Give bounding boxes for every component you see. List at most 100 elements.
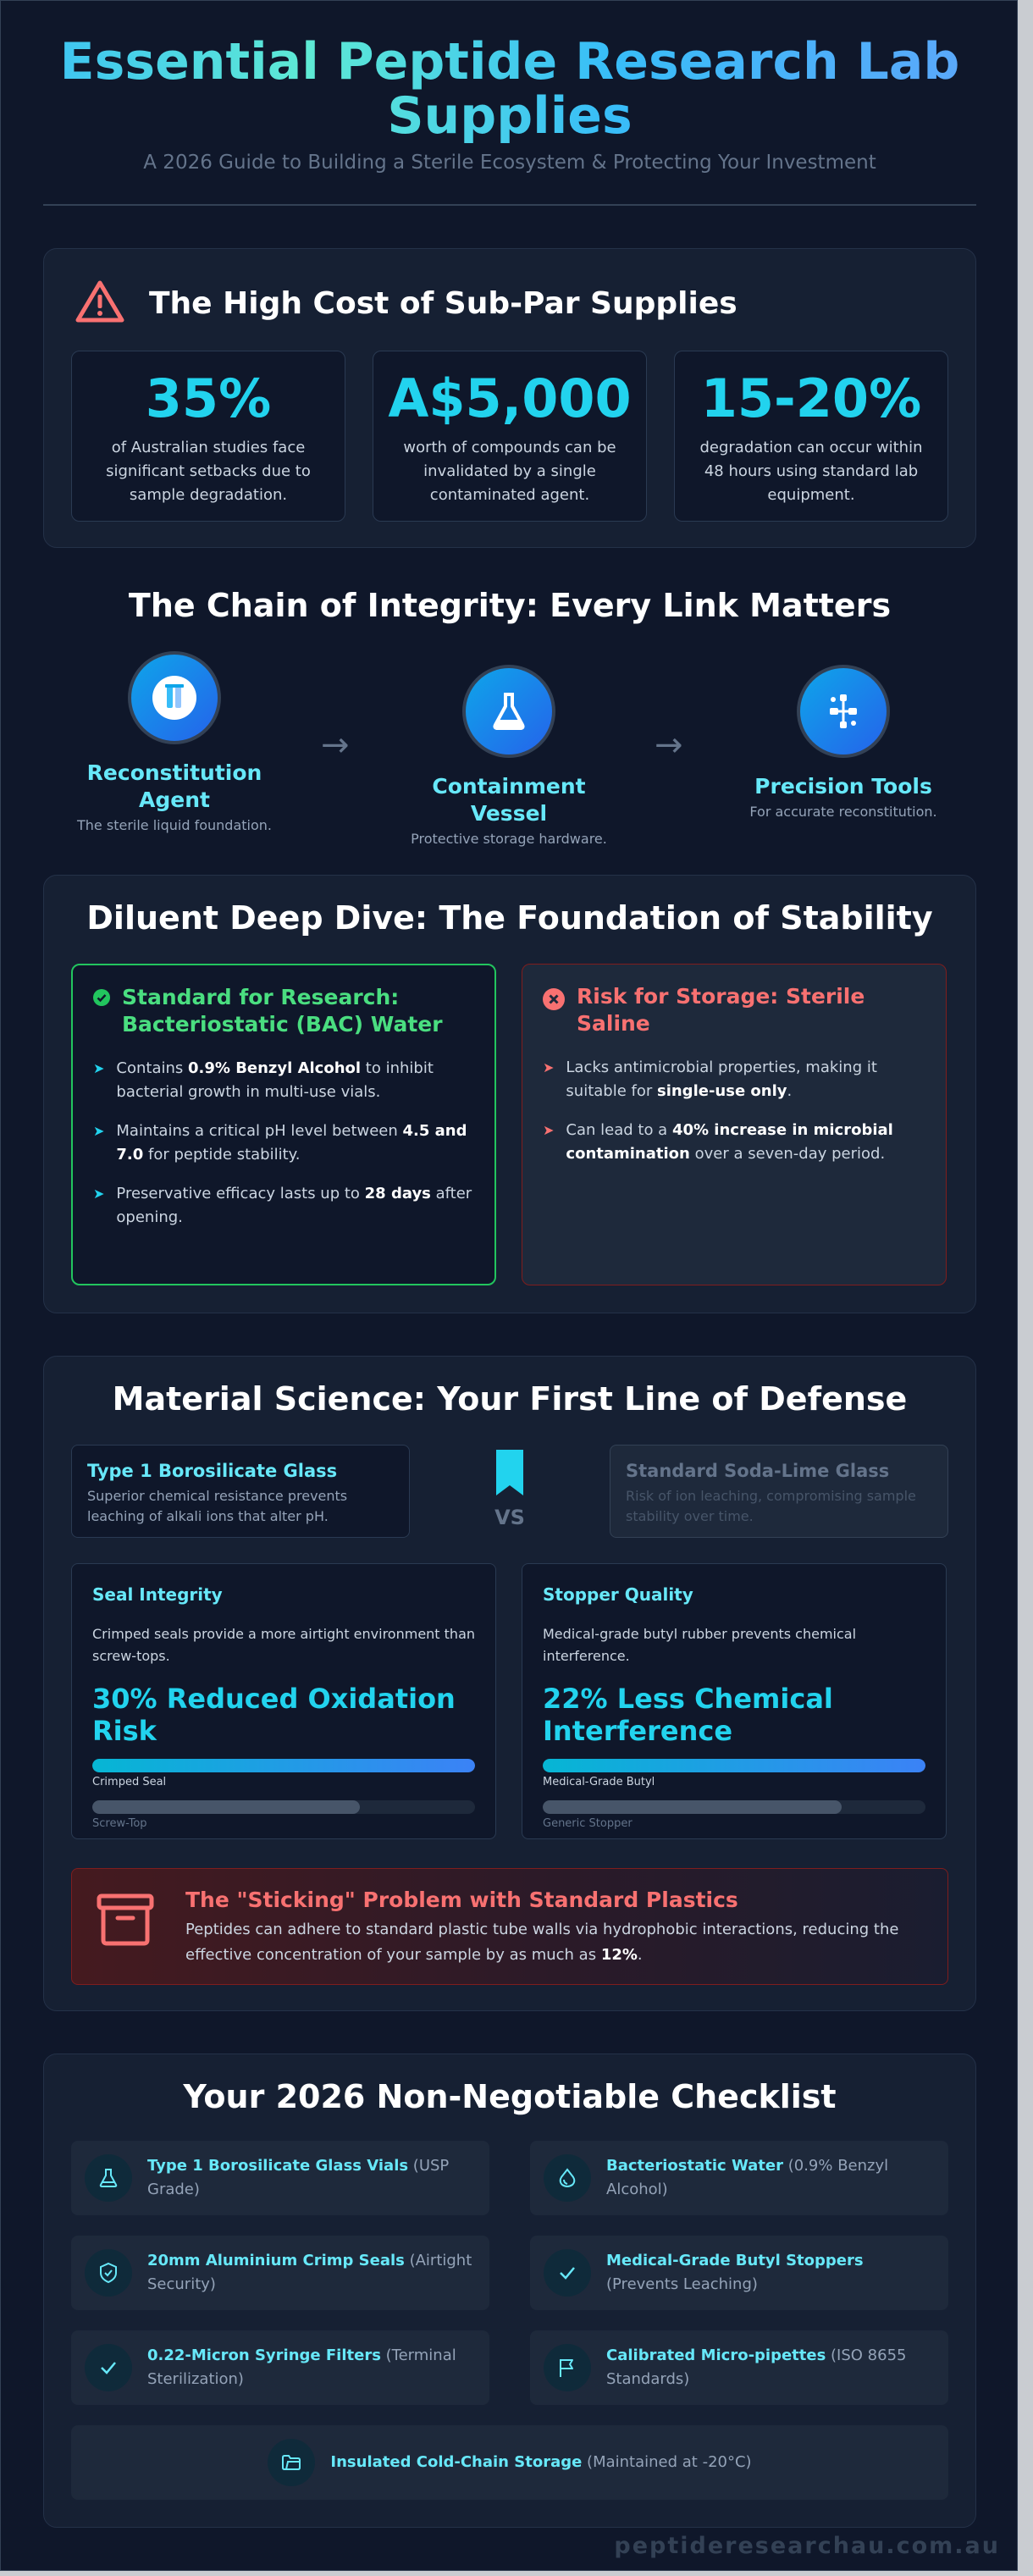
folder-icon	[268, 2439, 316, 2486]
checklist-item: 0.22-Micron Syringe Filters (Terminal St…	[71, 2330, 489, 2405]
stat-description: of Australian studies face significant s…	[106, 439, 311, 504]
sticking-title: The "Sticking" Problem with Standard Pla…	[185, 1888, 738, 1912]
cost-section: The High Cost of Sub-Par Supplies 35% of…	[43, 248, 976, 548]
flag-icon	[544, 2344, 591, 2391]
material-section: Material Science: Your First Line of Def…	[43, 1356, 976, 2011]
versus-label: VS	[494, 1506, 525, 1529]
chain-node-label: Containment Vessel	[432, 774, 586, 826]
chain-node-label: Precision Tools	[754, 774, 932, 799]
bac-water-panel: Standard for Research: Bacteriostatic (B…	[71, 964, 496, 1285]
diluent-section: Diluent Deep Dive: The Foundation of Sta…	[43, 875, 976, 1313]
stat-value: 15-20%	[700, 368, 922, 429]
stat-description: degradation can occur within 48 hours us…	[699, 439, 923, 504]
bar-label: Medical-Grade Butyl	[543, 1776, 655, 1788]
checklist-item: Medical-Grade Butyl Stoppers (Prevents L…	[530, 2236, 948, 2310]
flask-icon	[462, 665, 555, 758]
list-item: ➤ Lacks antimicrobial properties, making …	[543, 1056, 925, 1103]
glass-description: Risk of ion leaching, compromising sampl…	[626, 1488, 916, 1524]
glass-title: Type 1 Borosilicate Glass	[87, 1461, 338, 1481]
checklist-item: Calibrated Micro-pipettes (ISO 8655 Stan…	[530, 2330, 948, 2405]
checklist-title: Your 2026 Non-Negotiable Checklist	[183, 2078, 837, 2115]
bookmark-icon	[484, 1450, 535, 1501]
stat-card: 15-20% degradation can occur within 48 h…	[674, 351, 948, 522]
glass-description: Superior chemical resistance prevents le…	[87, 1488, 348, 1524]
stat-value: 35%	[145, 368, 272, 429]
sticking-text: Peptides can adhere to standard plastic …	[185, 1921, 899, 1964]
list-item: ➤ Can lead to a 40% increase in microbial…	[543, 1119, 925, 1166]
chain-node-reconstitution: Reconstitution Agent The sterile liquid …	[60, 651, 289, 833]
panel-description: Crimped seals provide a more airtight en…	[92, 1626, 476, 1664]
header-divider	[43, 204, 976, 206]
x-circle-icon	[543, 988, 565, 1014]
stat-description: worth of compounds can be invalidated by…	[403, 439, 616, 504]
arrow-bullet-icon: ➤	[543, 1122, 555, 1138]
bar-fill	[543, 1800, 842, 1814]
arrow-bullet-icon: ➤	[93, 1186, 105, 1202]
sticking-problem-callout: The "Sticking" Problem with Standard Pla…	[71, 1868, 948, 1985]
checklist-section: Your 2026 Non-Negotiable Checklist Type …	[43, 2054, 976, 2528]
stopper-quality-panel: Stopper Quality Medical-grade butyl rubb…	[522, 1563, 947, 1839]
footer-url: peptideresearchau.com.au	[614, 2533, 1000, 2559]
tools-icon	[797, 665, 890, 758]
checklist-item: Insulated Cold-Chain Storage (Maintained…	[71, 2425, 948, 2500]
page-title: Essential Peptide Research Lab Supplies	[1, 35, 1017, 143]
bar-fill	[92, 1800, 361, 1814]
panel-title: Seal Integrity	[92, 1584, 223, 1605]
checklist-item: 20mm Aluminium Crimp Seals (Airtight Sec…	[71, 2236, 489, 2310]
versus-marker: VS	[484, 1450, 535, 1529]
bar-fill	[92, 1759, 475, 1772]
chain-node-precision: Precision Tools For accurate reconstitut…	[729, 665, 958, 820]
stat-card: A$5,000 worth of compounds can be invali…	[373, 351, 647, 522]
comparison-bar	[543, 1800, 925, 1814]
arrow-bullet-icon: ➤	[93, 1123, 105, 1139]
flask-icon	[85, 2154, 132, 2202]
chain-node-sub: Protective storage hardware.	[411, 831, 607, 847]
chain-node-sub: The sterile liquid foundation.	[77, 817, 272, 833]
soda-lime-card: Standard Soda-Lime Glass Risk of ion lea…	[610, 1445, 948, 1538]
diluent-title: Diluent Deep Dive: The Foundation of Sta…	[86, 899, 933, 937]
check-icon	[85, 2344, 132, 2391]
bar-label: Screw-Top	[92, 1817, 147, 1830]
panel-highlight: 22% Less Chemical Interference	[543, 1683, 833, 1747]
chain-of-integrity: Reconstitution Agent The sterile liquid …	[1, 651, 1017, 847]
archive-box-icon	[96, 1891, 155, 1965]
comparison-bar	[92, 1759, 475, 1772]
stats-row: 35% of Australian studies face significa…	[71, 351, 948, 522]
cost-heading: The High Cost of Sub-Par Supplies	[75, 279, 737, 327]
chain-node-sub: For accurate reconstitution.	[749, 804, 937, 820]
checklist-item: Bacteriostatic Water (0.9% Benzyl Alcoho…	[530, 2141, 948, 2215]
header: Essential Peptide Research Lab Supplies …	[1, 35, 1017, 174]
page-subtitle: A 2026 Guide to Building a Sterile Ecosy…	[143, 152, 876, 174]
bar-fill	[543, 1759, 925, 1772]
shield-icon	[85, 2249, 132, 2297]
vial-icon	[128, 651, 221, 744]
stat-value: A$5,000	[388, 368, 632, 429]
panel-title: Stopper Quality	[543, 1584, 693, 1605]
chain-title: The Chain of Integrity: Every Link Matte…	[128, 587, 892, 624]
list-item: ➤ Preservative efficacy lasts up to 28 da…	[93, 1182, 474, 1230]
comparison-bar	[92, 1800, 475, 1814]
glass-title: Standard Soda-Lime Glass	[626, 1461, 890, 1481]
sterile-saline-title: Risk for Storage: Sterile Saline	[577, 984, 865, 1036]
check-icon	[544, 2249, 591, 2297]
cost-title: The High Cost of Sub-Par Supplies	[149, 285, 737, 321]
sterile-saline-panel: Risk for Storage: Sterile Saline ➤ Lacks …	[522, 964, 947, 1285]
chain-node-label: Reconstitution Agent	[86, 760, 262, 812]
bar-label: Crimped Seal	[92, 1776, 167, 1788]
bar-label: Generic Stopper	[543, 1817, 633, 1830]
chain-node-containment: Containment Vessel Protective storage ha…	[390, 665, 627, 847]
arrow-bullet-icon: ➤	[93, 1060, 105, 1076]
checklist-item: Type 1 Borosilicate Glass Vials (USP Gra…	[71, 2141, 489, 2215]
comparison-bar	[543, 1759, 925, 1772]
bac-water-title: Standard for Research: Bacteriostatic (B…	[122, 985, 443, 1036]
droplet-icon	[544, 2154, 591, 2202]
stat-card: 35% of Australian studies face significa…	[71, 351, 345, 522]
list-item: ➤ Maintains a critical pH level between 4…	[93, 1119, 474, 1167]
chain-arrow: →	[655, 726, 683, 765]
list-item: ➤ Contains 0.9% Benzyl Alcohol to inhibit…	[93, 1057, 474, 1104]
chain-arrow: →	[321, 726, 350, 765]
arrow-bullet-icon: ➤	[543, 1059, 555, 1075]
panel-description: Medical-grade butyl rubber prevents chem…	[543, 1626, 857, 1664]
borosilicate-card: Type 1 Borosilicate Glass Superior chemi…	[71, 1445, 410, 1538]
